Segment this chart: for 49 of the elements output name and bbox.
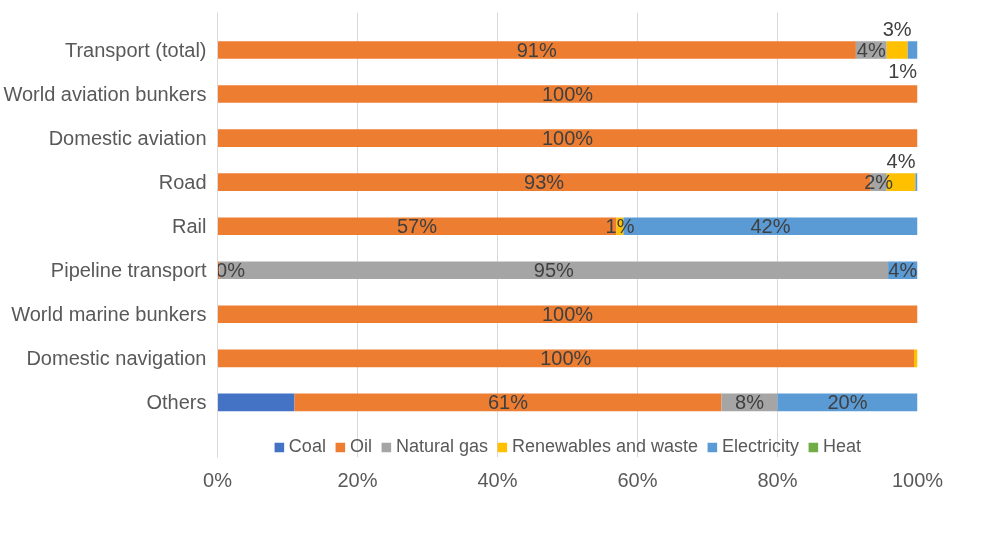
y-tick-label: World aviation bunkers xyxy=(3,83,207,106)
bar xyxy=(886,41,908,59)
legend-label: Renewables and waste xyxy=(511,436,699,457)
x-tick-label: 40% xyxy=(477,468,518,491)
y-tick-label: Pipeline transport xyxy=(50,259,207,282)
bar xyxy=(217,41,856,59)
data-label: 4% xyxy=(886,150,916,173)
data-label: 4% xyxy=(888,259,918,282)
data-label: 100% xyxy=(541,83,594,106)
legend-label: Natural gas xyxy=(395,436,488,457)
y-tick-label: Rail xyxy=(172,215,207,238)
y-tick-label: Transport (total) xyxy=(64,38,207,61)
data-label: 61% xyxy=(487,391,529,414)
legend-label: Heat xyxy=(823,436,862,457)
bar xyxy=(217,85,918,103)
bar xyxy=(217,305,918,324)
data-label: 3% xyxy=(882,17,912,40)
data-label: 91% xyxy=(516,38,557,61)
bar xyxy=(219,261,889,280)
bar xyxy=(217,129,918,147)
x-tick-label: 60% xyxy=(617,468,658,491)
legend-label: Coal xyxy=(288,436,326,457)
bar xyxy=(217,393,295,412)
legend-label: Oil xyxy=(349,436,372,457)
x-tick-label: 0% xyxy=(203,468,233,491)
data-label: 100% xyxy=(541,303,594,326)
data-label: 42% xyxy=(750,215,791,238)
data-label: 100% xyxy=(540,347,592,370)
y-tick-label: Domestic navigation xyxy=(26,347,207,370)
data-label: 1% xyxy=(888,59,918,82)
data-label: 57% xyxy=(396,215,438,238)
y-tick-label: Road xyxy=(158,171,207,194)
data-label: 95% xyxy=(533,259,575,282)
x-tick-label: 80% xyxy=(757,468,798,491)
x-tick-label: 100% xyxy=(891,468,944,491)
bar xyxy=(907,41,918,59)
data-label: 20% xyxy=(827,391,868,414)
data-label: 93% xyxy=(524,171,565,194)
bar xyxy=(294,393,722,412)
bar xyxy=(915,173,918,191)
y-tick-label: World marine bunkers xyxy=(11,303,207,326)
y-tick-label: Domestic aviation xyxy=(48,127,207,150)
data-label: 8% xyxy=(735,391,765,414)
data-label: 100% xyxy=(541,127,594,150)
legend-label: Electricity xyxy=(722,436,800,457)
bar xyxy=(217,349,914,368)
y-tick-label: Others xyxy=(146,391,207,414)
x-tick-label: 20% xyxy=(337,468,378,491)
data-label: 4% xyxy=(856,38,886,61)
